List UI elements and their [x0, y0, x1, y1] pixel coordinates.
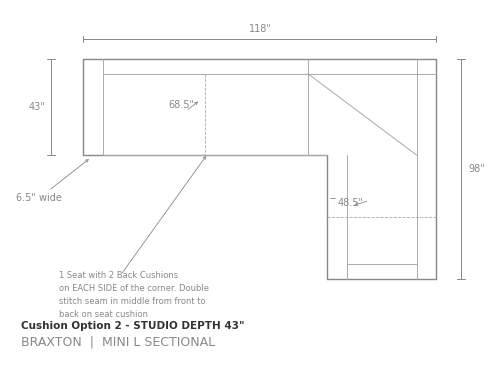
Text: 118": 118": [248, 24, 272, 34]
Text: 43": 43": [28, 102, 45, 112]
Text: BRAXTON  |  MINI L SECTIONAL: BRAXTON | MINI L SECTIONAL: [22, 335, 216, 348]
Text: 6.5" wide: 6.5" wide: [16, 193, 62, 202]
Text: Cushion Option 2 - STUDIO DEPTH 43": Cushion Option 2 - STUDIO DEPTH 43": [22, 321, 245, 331]
Text: 48.5": 48.5": [337, 198, 363, 208]
Text: 98": 98": [469, 164, 486, 174]
Text: 1 Seat with 2 Back Cushions
on EACH SIDE of the corner. Double
stitch seam in mi: 1 Seat with 2 Back Cushions on EACH SIDE…: [58, 271, 208, 319]
Text: 68.5": 68.5": [168, 100, 194, 110]
